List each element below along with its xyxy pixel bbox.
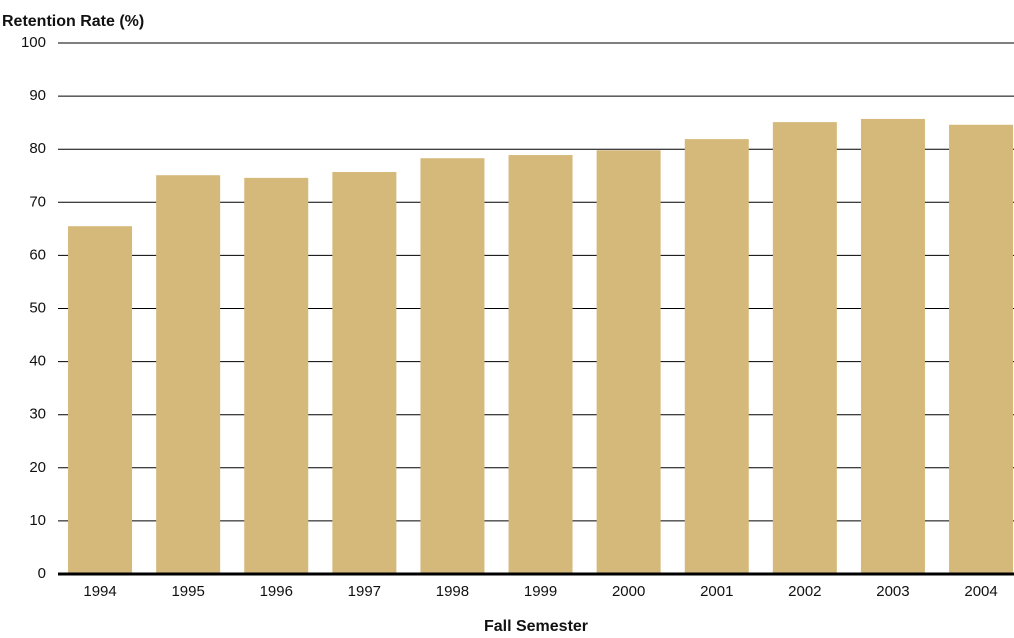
x-tick-label: 2002	[788, 583, 821, 600]
y-tick-label: 20	[29, 459, 46, 476]
y-tick-label: 40	[29, 353, 46, 370]
x-tick-label: 1998	[436, 583, 469, 600]
y-tick-label: 70	[29, 193, 46, 210]
y-tick-label: 100	[21, 34, 46, 51]
y-tick-label: 0	[38, 565, 46, 582]
bar	[68, 226, 133, 574]
x-tick-label: 1999	[524, 583, 557, 600]
bar	[332, 172, 397, 574]
bar	[860, 118, 925, 575]
y-tick-label: 80	[29, 140, 46, 157]
x-tick-label: 2003	[876, 583, 909, 600]
bar	[596, 150, 661, 574]
y-tick-label: 90	[29, 87, 46, 104]
x-tick-label: 2001	[700, 583, 733, 600]
y-tick-label: 50	[29, 299, 46, 316]
x-tick-label: 1996	[260, 583, 293, 600]
x-tick-label: 1995	[171, 583, 204, 600]
x-tick-label: 1994	[83, 583, 116, 600]
x-tick-label: 2000	[612, 583, 645, 600]
bar	[949, 124, 1014, 575]
bar	[772, 122, 837, 574]
y-tick-label: 10	[29, 512, 46, 529]
x-tick-label: 1997	[348, 583, 381, 600]
bar	[684, 139, 749, 574]
bar	[420, 158, 485, 575]
x-tick-label: 2004	[964, 583, 997, 600]
y-tick-label: 30	[29, 406, 46, 423]
y-tick-label: 60	[29, 246, 46, 263]
y-axis-label: Retention Rate (%)	[2, 13, 144, 30]
x-axis-label: Fall Semester	[484, 618, 588, 635]
bar	[508, 155, 573, 574]
bar	[156, 175, 221, 574]
bar	[244, 177, 309, 574]
